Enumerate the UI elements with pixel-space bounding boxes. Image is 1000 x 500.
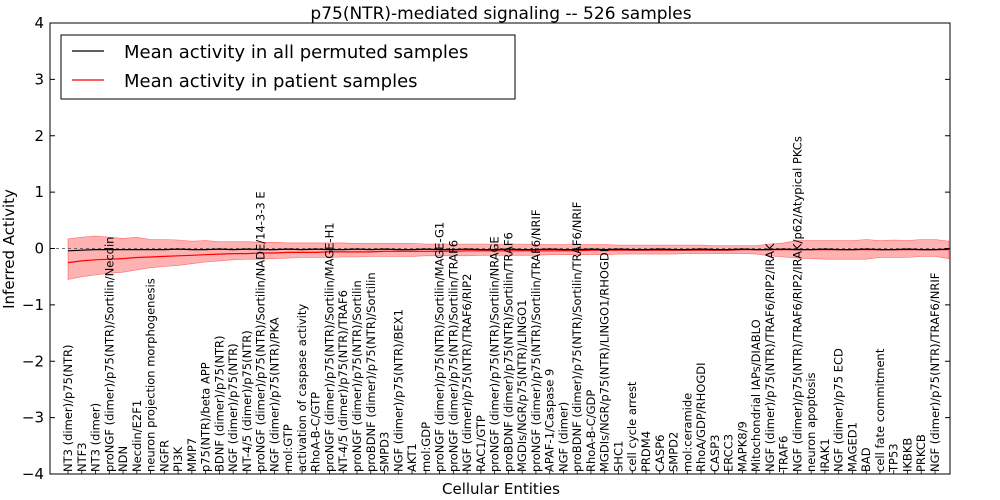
x-tick-label: SMPD3 xyxy=(378,432,392,472)
x-tick-label: CASP6 xyxy=(653,435,667,472)
x-tick-label: SMPD2 xyxy=(667,432,681,472)
x-tick-label: cell fate commitment xyxy=(873,348,887,472)
x-tick-label: NGF (dimer)/p75(NTR) xyxy=(226,343,240,472)
x-tick-label: neuron apoptosis xyxy=(804,372,818,472)
x-tick-label: NDN xyxy=(116,446,130,472)
x-tick-label: RhoA-B-C/GDP xyxy=(584,390,598,472)
x-tick-label: proNGF (dimer)/p75(NTR)/Sortilin xyxy=(350,280,364,472)
x-tick-label: AKT1 xyxy=(405,443,419,472)
y-tick-label: 1 xyxy=(34,183,44,201)
x-tick-label: NGF (dimer) xyxy=(556,402,570,472)
legend: Mean activity in all permuted samples Me… xyxy=(60,34,516,100)
x-tick-label: cell cycle arrest xyxy=(625,381,639,472)
chart-title: p75(NTR)-mediated signaling -- 526 sampl… xyxy=(310,4,691,24)
legend-frame xyxy=(60,34,516,100)
x-tick-label: MAPK8/9 xyxy=(735,421,749,472)
x-tick-label: p75(NTR)/beta APP xyxy=(199,362,213,472)
x-tick-label: proNGF (dimer)/p75(NTR)/Sortilin/MAGE-H1 xyxy=(323,222,337,472)
x-tick-label: RhoA/GDP/RHOGDI xyxy=(694,363,708,472)
legend-label-permuted: Mean activity in all permuted samples xyxy=(124,42,468,63)
legend-label-patient: Mean activity in patient samples xyxy=(124,71,418,92)
x-tick-label: NGFR xyxy=(157,440,171,472)
x-tick-label: PI3K xyxy=(171,446,185,472)
y-tick-label: 2 xyxy=(34,127,44,145)
x-tick-label: RAC1/GTP xyxy=(474,415,488,472)
x-tick-label: NGF (dimer)/p75(NTR)/BEX1 xyxy=(391,309,405,472)
x-tick-label: RhoA-B-C/GTP xyxy=(309,392,323,472)
x-tick-label: NT3 (dimer)/p75(NTR) xyxy=(61,345,75,472)
x-tick-label: NGF (dimer)/p75(NTR)/TRAF6/NRIF xyxy=(928,273,942,472)
x-tick-label: NGF (dimer)/p75(NTR)/TRAF6/RIP2 xyxy=(460,274,474,472)
x-tick-label: SHC1 xyxy=(612,441,626,472)
x-tick-label: BAD xyxy=(859,447,873,472)
x-tick-label: MAGED1 xyxy=(845,422,859,472)
y-tick-label: −1 xyxy=(22,296,44,314)
x-tick-label: MGDIs/NGR/p75(NTR)/LINGO1 xyxy=(515,300,529,472)
x-tick-label: MMP7 xyxy=(185,438,199,472)
x-tick-label: proNGF (dimer)/p75(NTR)/Sortilin/Necdin xyxy=(102,237,116,472)
y-tick-label: −3 xyxy=(22,409,44,427)
x-tick-label: TP53 xyxy=(887,443,901,473)
x-tick-label: NTF3 xyxy=(75,442,89,472)
x-tick-label: NT-4/5 (dimer)/p75(NTR)/TRAF6 xyxy=(336,290,350,472)
y-tick-label: −4 xyxy=(22,465,44,483)
x-tick-label: mol:GTP xyxy=(281,424,295,472)
plot-area: −4 −3 −2 −1 0 1 2 3 4 NT3 (dimer)/p75(NTR) NTF3 NT3… xyxy=(22,14,951,483)
x-tick-label: proNGF (dimer)/p75(NTR)/Sortilin/NRAGE xyxy=(488,236,502,472)
x-tick-label: mol:ceramide xyxy=(680,393,694,472)
x-tick-label: APAF-1/Caspase 9 xyxy=(543,369,557,472)
x-tick-label: NGF (dimer)/p75(NTR)/PKA xyxy=(267,317,281,472)
y-tick-label: 3 xyxy=(34,70,44,88)
x-axis-label: Cellular Entities xyxy=(442,480,560,498)
x-tick-label: mol:GDP xyxy=(419,422,433,472)
x-tick-label: MGDIs/NGR/p75(NTR)/LINGO1/RHOGDI xyxy=(598,249,612,472)
x-tick-label: TRAF6 xyxy=(777,436,791,473)
x-tick-label: NT-4/5 (dimer)/p75(NTR) xyxy=(240,330,254,472)
x-tick-label: proNGF (dimer)/p75(NTR)/Sortilin/TRAF6/N… xyxy=(529,210,543,472)
x-tick-label: PRKCB xyxy=(914,434,928,472)
x-tick-label: activation of caspase activity xyxy=(295,304,309,472)
y-tick-label: −2 xyxy=(22,352,44,370)
x-tick-label: CASP3 xyxy=(708,435,722,472)
x-tick-label: NT3 (dimer) xyxy=(89,403,103,472)
x-tick-label: NGF (dimer)/p75 ECD xyxy=(832,348,846,472)
x-tick-label: PRDM4 xyxy=(639,431,653,472)
x-tick-label: IRAK1 xyxy=(818,438,832,472)
patient-spread-band xyxy=(67,235,950,280)
x-tick-label: neuron projection morphogenesis xyxy=(144,278,158,472)
x-tick-label: IKBKB xyxy=(901,438,915,472)
x-tick-label: proNGF (dimer)/p75(NTR)/Sortilin/MAGE-G1 xyxy=(433,222,447,472)
x-tick-label: proBDNF (dimer)/p75(NTR)/Sortilin/TRAF6/… xyxy=(570,202,584,472)
permuted-mean-line xyxy=(67,248,949,252)
x-tick-label: proNGF (dimer)/p75(NTR)/Sortilin/NADE/14… xyxy=(254,191,268,472)
x-tick-label: ERCC3 xyxy=(722,434,736,472)
y-tick-label: 4 xyxy=(34,14,44,32)
x-tick-label: BDNF (dimer)/p75(NTR) xyxy=(212,336,226,473)
x-tick-label: proBDNF (dimer)/p75(NTR)/Sortilin xyxy=(364,272,378,472)
y-axis-label: Inferred Activity xyxy=(0,189,18,309)
y-tick-label: 0 xyxy=(34,240,44,258)
x-tick-label: NGF (dimer)/p75(NTR)/TRAF6/RIP2/IRAK/p62… xyxy=(790,136,804,472)
x-tick-label: Mitochondrial IAPs/DIABLO xyxy=(749,319,763,472)
x-tick-label: Necdin/E2F1 xyxy=(130,400,144,472)
x-tick-label: NGF (dimer)/p75(NTR)/TRAF6/RIP2/IRAK xyxy=(763,243,777,472)
x-tick-label: proNGF (dimer)/p75(NTR)/Sortilin/TRAF6 xyxy=(446,240,460,472)
x-tick-label: proBDNF (dimer)/p75(NTR)/Sortilin/TRAF6 xyxy=(501,232,515,472)
